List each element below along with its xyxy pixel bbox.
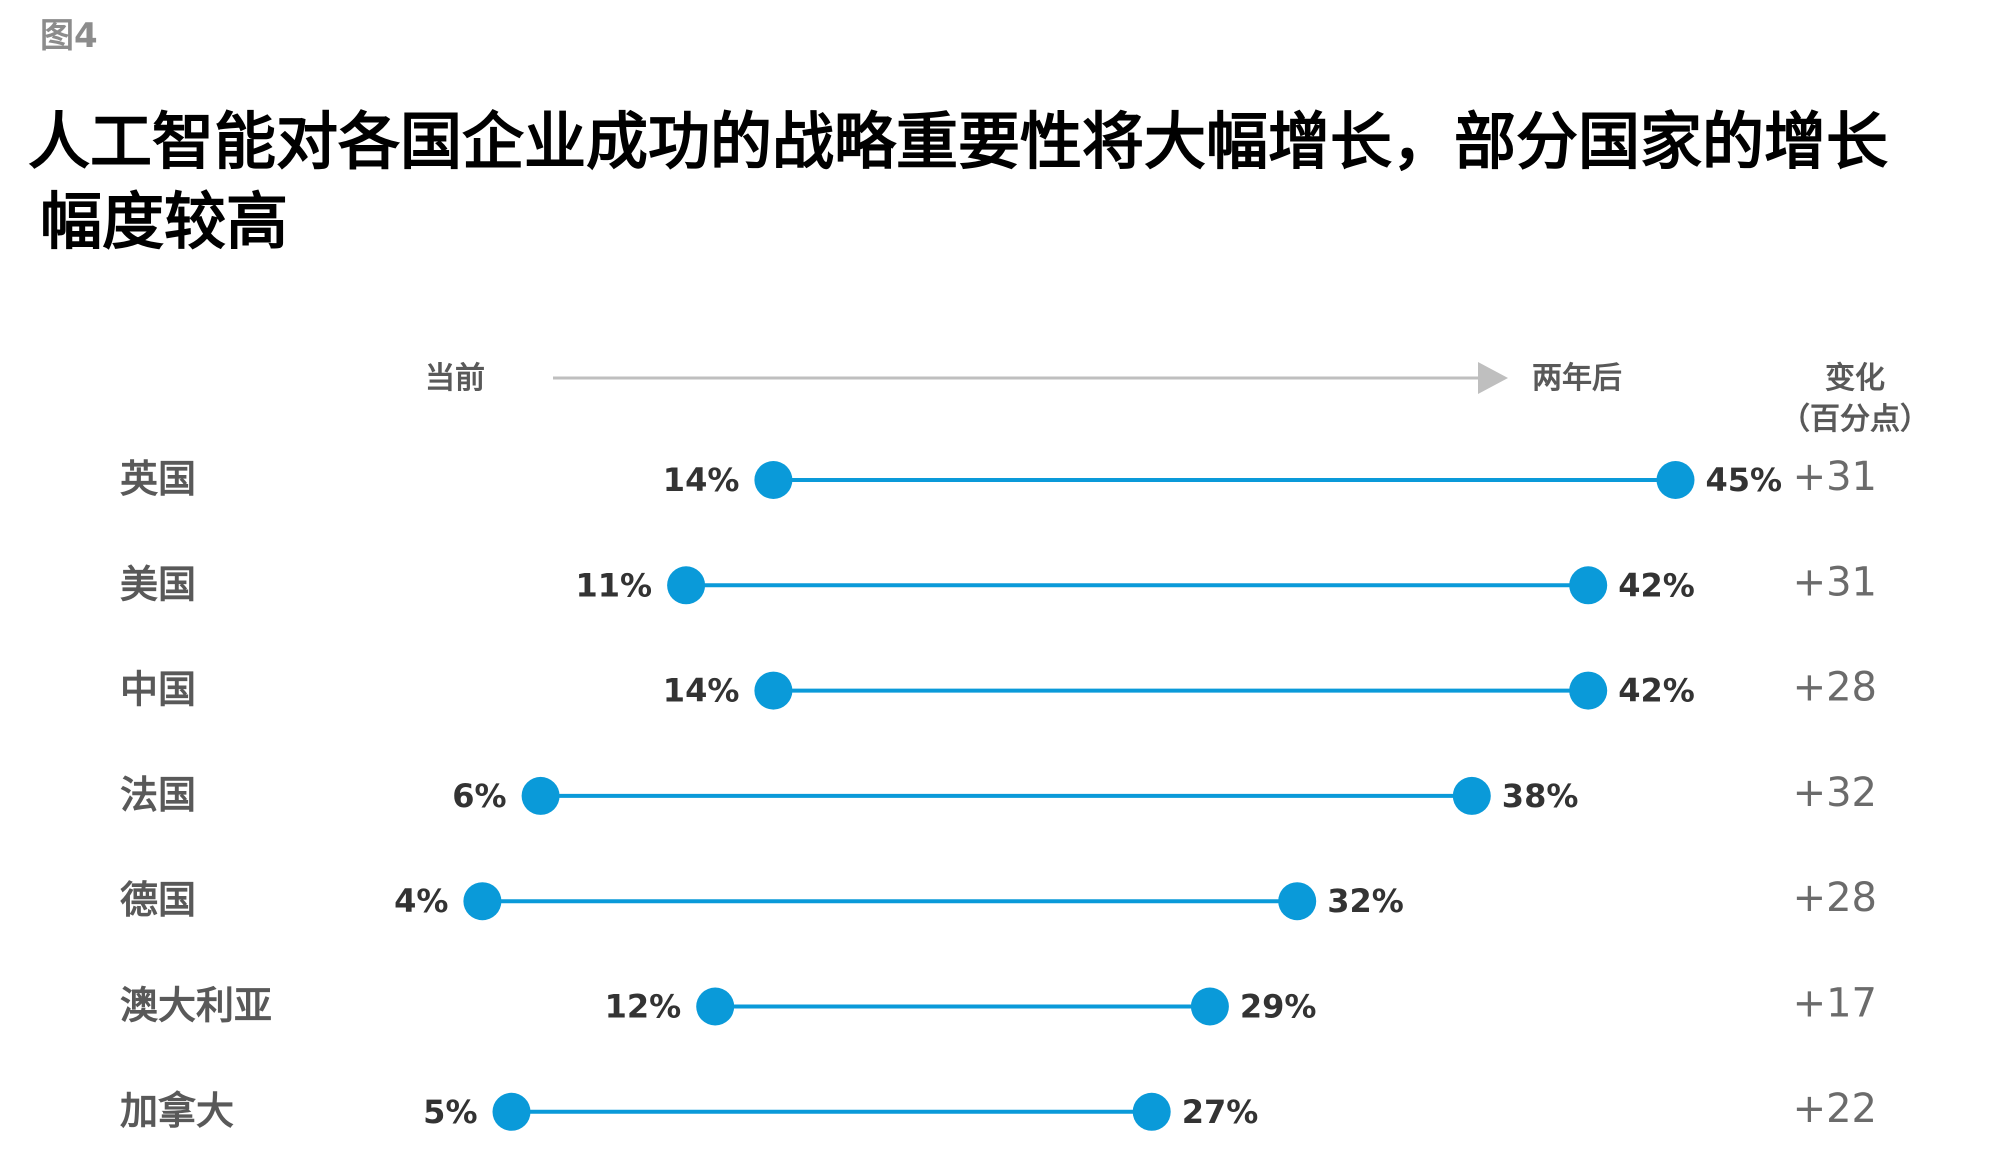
header-future: 两年后 [1532,361,1622,396]
future-value-label: 42% [1618,672,1695,710]
change-value: +32 [1793,770,1877,816]
future-value-label: 29% [1240,988,1317,1026]
country-label: 加拿大 [120,1089,234,1133]
country-label: 澳大利亚 [120,984,272,1028]
future-dot [1278,882,1317,921]
current-value-label: 14% [663,461,740,499]
current-value-label: 6% [452,777,506,815]
country-label: 中国 [120,668,196,712]
future-dot [1452,776,1491,815]
chart-title: 人工智能对各国企业成功的战略重要性将大幅增长，部分国家的增长 幅度较高 [28,102,1988,262]
future-dot [1569,566,1608,605]
future-value-label: 45% [1706,461,1783,499]
country-label: 德国 [120,878,196,922]
current-dot [754,671,793,710]
future-value-label: 38% [1502,777,1579,815]
current-dot [492,1092,531,1131]
country-label: 法国 [120,773,196,817]
figure-label: 图4 [40,16,98,56]
change-value: +17 [1793,981,1877,1027]
future-value-label: 42% [1618,566,1695,604]
current-dot [521,776,560,815]
current-dot [696,987,735,1026]
country-label: 美国 [120,562,196,606]
future-dot [1190,987,1229,1026]
change-header-unit: （百分点） [1780,402,1930,437]
chart-title-line-1: 人工智能对各国企业成功的战略重要性将大幅增长，部分国家的增长 [28,105,1889,178]
country-label: 英国 [120,457,196,501]
future-dot [1569,671,1608,710]
current-dot [463,882,502,921]
future-dot [1656,461,1695,499]
change-value: +28 [1793,665,1877,711]
current-value-label: 12% [605,988,682,1026]
current-value-label: 4% [394,882,448,920]
future-value-label: 32% [1327,882,1404,920]
change-value: +22 [1793,1086,1877,1132]
header-current: 当前 [425,361,485,396]
current-value-label: 11% [576,566,653,604]
chart-title-line-2: 幅度较高 [40,185,289,258]
change-value: +28 [1793,875,1877,921]
current-value-label: 14% [663,672,740,710]
arrow-head-icon [1478,362,1508,394]
current-dot [667,566,706,605]
future-dot [1132,1092,1171,1131]
change-value: +31 [1793,559,1877,605]
change-header: 变化 [1825,361,1885,396]
change-value: +31 [1793,454,1877,500]
current-value-label: 5% [423,1093,477,1131]
current-dot [754,461,793,499]
future-value-label: 27% [1182,1093,1259,1131]
